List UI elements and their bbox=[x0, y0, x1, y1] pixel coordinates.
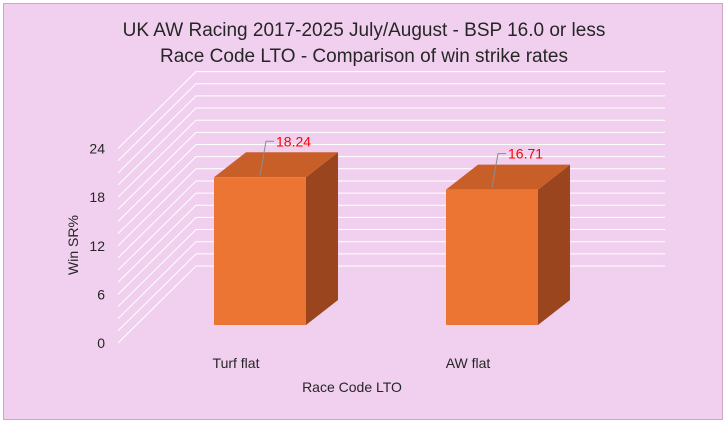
y-axis-title: Win SR% bbox=[65, 215, 81, 275]
gridline bbox=[117, 180, 665, 259]
gridline bbox=[117, 229, 665, 307]
x-tick-label: Turf flat bbox=[213, 355, 260, 371]
gridline bbox=[117, 204, 665, 283]
x-axis-title: Race Code LTO bbox=[302, 379, 402, 395]
gridline bbox=[117, 168, 665, 247]
chart-title-line-2: Race Code LTO - Comparison of win strike… bbox=[160, 46, 568, 67]
bar-aw-flat bbox=[446, 189, 538, 325]
data-label: 16.71 bbox=[508, 146, 543, 162]
chart-title-line-1: UK AW Racing 2017-2025 July/August - BSP… bbox=[122, 20, 606, 41]
chart-area bbox=[3, 3, 723, 420]
x-tick-label: AW flat bbox=[446, 355, 491, 371]
gridline bbox=[117, 253, 665, 332]
y-tick-label: 0 bbox=[97, 335, 105, 351]
bar-side bbox=[306, 152, 338, 325]
gridline bbox=[117, 83, 665, 162]
gridline bbox=[117, 95, 665, 174]
gridline bbox=[117, 144, 665, 222]
data-label-leader bbox=[491, 153, 506, 188]
data-label-leader bbox=[259, 140, 274, 176]
gridline bbox=[117, 107, 665, 186]
gridline bbox=[117, 71, 665, 149]
y-tick-label: 24 bbox=[89, 141, 105, 157]
y-tick-label: 18 bbox=[89, 189, 105, 205]
gridline bbox=[117, 265, 665, 344]
bar-turf-flat bbox=[214, 177, 306, 325]
gridline bbox=[117, 156, 665, 235]
bar-top bbox=[446, 164, 570, 190]
bar-side bbox=[538, 164, 570, 325]
y-tick-label: 12 bbox=[89, 238, 105, 254]
data-label: 18.24 bbox=[276, 133, 311, 149]
gridline bbox=[117, 192, 665, 271]
gridline bbox=[117, 216, 665, 295]
gridline bbox=[117, 241, 665, 320]
y-tick-label: 6 bbox=[97, 286, 105, 302]
bar-top bbox=[214, 152, 338, 178]
gridline bbox=[117, 131, 665, 210]
gridline bbox=[117, 119, 665, 198]
